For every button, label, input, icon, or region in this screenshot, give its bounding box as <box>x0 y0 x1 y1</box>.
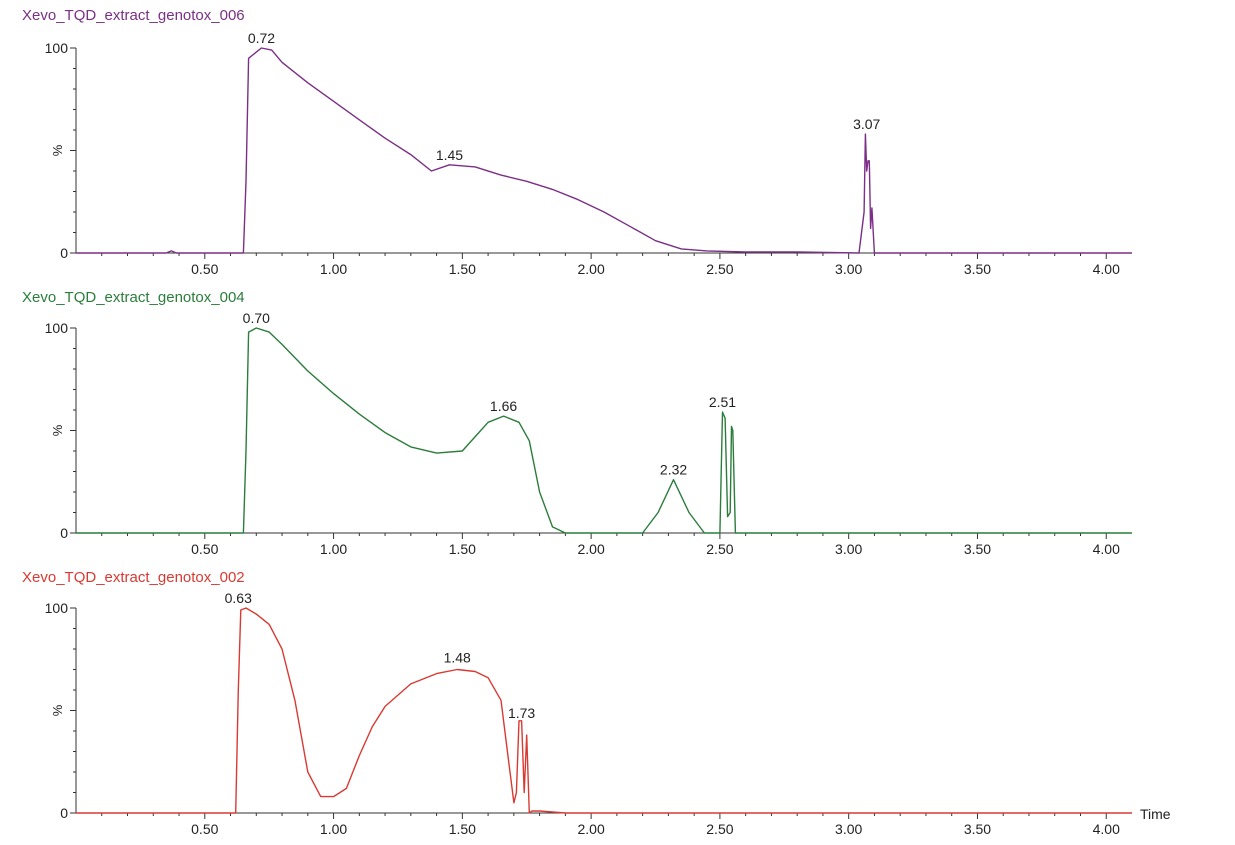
y-tick-label: 0 <box>60 525 68 541</box>
peak-label: 0.63 <box>225 590 252 606</box>
x-tick-label: 1.50 <box>449 821 476 837</box>
y-tick-label: 100 <box>45 600 69 616</box>
chromatogram-panel-1: Xevo_TQD_extract_genotox_006 0.50 1.00 1.50… <box>22 7 1132 277</box>
chromatogram-panel-3: Xevo_TQD_extract_genotox_002 0.50 1.00 1.50… <box>22 569 1171 837</box>
y-axis-label: % <box>50 144 65 156</box>
x-tick-label: 2.50 <box>706 821 733 837</box>
peak-label: 0.72 <box>248 30 275 46</box>
y-tick-label: 100 <box>45 40 69 56</box>
x-tick-label: 0.50 <box>191 821 218 837</box>
peak-label: 1.48 <box>444 649 471 665</box>
x-tick-label: 1.50 <box>449 541 476 557</box>
x-tick-label: 2.50 <box>706 541 733 557</box>
chromatogram-trace <box>76 47 1132 254</box>
y-axis-label: % <box>50 424 65 436</box>
peak-label: 2.51 <box>709 394 736 410</box>
x-tick-label: 2.00 <box>577 261 604 277</box>
peak-label: 1.45 <box>436 147 463 163</box>
x-tick-label: 4.00 <box>1093 541 1120 557</box>
panel-title: Xevo_TQD_extract_genotox_006 <box>22 7 245 24</box>
peak-label: 1.73 <box>508 705 535 721</box>
peak-label: 1.66 <box>490 398 517 414</box>
x-tick-label: 1.00 <box>320 261 347 277</box>
x-tick-label: 2.00 <box>577 541 604 557</box>
chromatogram-trace <box>76 327 1132 534</box>
x-axis-label: Time <box>1140 806 1171 822</box>
panel-title: Xevo_TQD_extract_genotox_004 <box>22 289 245 306</box>
peak-label: 2.32 <box>660 462 687 478</box>
x-tick-label: 3.00 <box>835 821 862 837</box>
x-tick-label: 3.50 <box>964 821 991 837</box>
x-tick-label: 1.00 <box>320 541 347 557</box>
x-tick-label: 4.00 <box>1093 261 1120 277</box>
x-tick-label: 1.00 <box>320 821 347 837</box>
chromatogram-panel-2: Xevo_TQD_extract_genotox_004 0.50 1.00 1.50… <box>22 289 1132 557</box>
x-tick-label: 3.00 <box>835 261 862 277</box>
x-tick-label: 1.50 <box>449 261 476 277</box>
x-tick-label: 0.50 <box>191 541 218 557</box>
peak-label: 0.70 <box>243 310 270 326</box>
x-tick-label: 4.00 <box>1093 821 1120 837</box>
chromatogram-trace <box>76 607 1132 814</box>
x-tick-label: 3.50 <box>964 541 991 557</box>
peak-label: 3.07 <box>853 116 880 132</box>
x-tick-label: 3.00 <box>835 541 862 557</box>
y-tick-label: 0 <box>60 245 68 261</box>
y-tick-label: 0 <box>60 805 68 821</box>
x-tick-label: 3.50 <box>964 261 991 277</box>
y-tick-label: 100 <box>45 320 69 336</box>
x-tick-label: 2.00 <box>577 821 604 837</box>
y-axis-label: % <box>50 704 65 716</box>
x-tick-label: 0.50 <box>191 261 218 277</box>
x-tick-label: 2.50 <box>706 261 733 277</box>
panel-title: Xevo_TQD_extract_genotox_002 <box>22 569 245 586</box>
